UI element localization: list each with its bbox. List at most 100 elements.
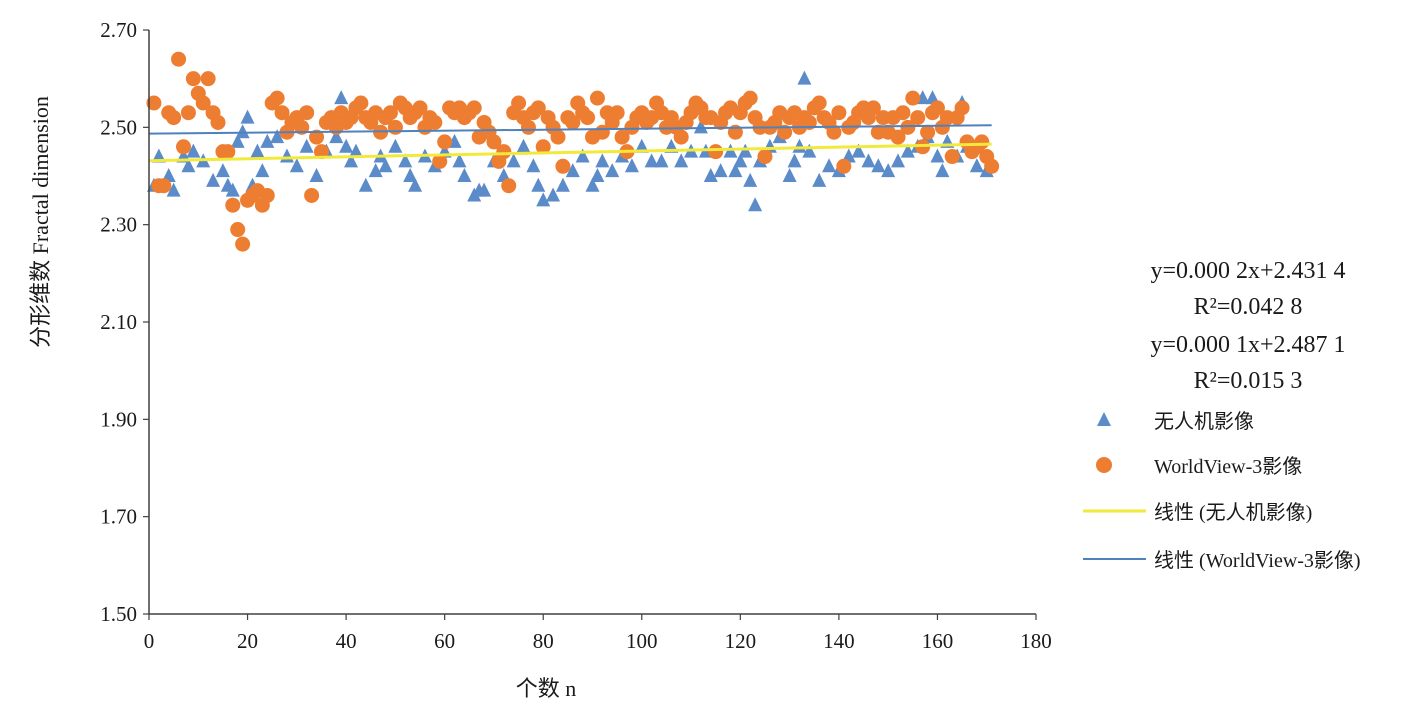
worldview-point — [274, 105, 290, 121]
uav-point — [748, 197, 763, 212]
y-tick-label: 2.30 — [100, 213, 137, 237]
y-axis: 1.50 1.70 1.90 2.10 2.30 2.50 2.70 — [100, 18, 150, 626]
worldview-point — [535, 139, 551, 155]
worldview-point — [269, 90, 285, 106]
uav-point — [930, 148, 945, 163]
y-tick-label: 2.50 — [100, 115, 137, 139]
legend-label-uav: 无人机影像 — [1154, 410, 1254, 433]
worldview-point — [501, 178, 517, 194]
uav-point — [644, 153, 659, 168]
worldview-point — [171, 51, 187, 67]
uav-point — [822, 158, 837, 173]
worldview-point — [309, 129, 325, 145]
uav-point — [585, 177, 600, 192]
worldview-point — [708, 144, 724, 160]
uav-point — [408, 177, 423, 192]
worldview-point — [565, 114, 581, 130]
worldview-point — [313, 144, 329, 160]
uav-point — [230, 133, 245, 148]
worldview-point — [944, 149, 960, 165]
worldview-point — [929, 100, 945, 116]
uav-point — [871, 158, 886, 173]
worldview-point — [580, 110, 596, 126]
uav-point — [891, 153, 906, 168]
worldview-point — [673, 129, 689, 145]
uav-point — [733, 153, 748, 168]
worldview-point — [811, 95, 827, 111]
worldview-point — [550, 129, 566, 145]
uav-point — [674, 153, 689, 168]
uav-point — [348, 143, 363, 158]
worldview-point — [910, 110, 926, 126]
x-tick-label: 20 — [237, 629, 258, 653]
uav-point — [935, 163, 950, 178]
uav-point — [792, 138, 807, 153]
worldview-point — [895, 105, 911, 121]
worldview-point — [589, 90, 605, 106]
x-axis-label: 个数 n — [516, 676, 577, 701]
uav-point — [270, 129, 285, 144]
x-tick-label: 180 — [1020, 629, 1052, 653]
uav-point — [279, 148, 294, 163]
worldview-point — [235, 236, 251, 252]
worldview-point — [831, 105, 847, 121]
uav-point — [452, 153, 467, 168]
uav-point — [358, 177, 373, 192]
uav-point — [255, 163, 270, 178]
uav-point — [240, 109, 255, 124]
uav-point — [526, 158, 541, 173]
worldview-point — [210, 114, 226, 130]
trendline-equation-2: y=0.000 1x+2.487 1 — [1150, 332, 1345, 358]
worldview-point — [520, 119, 536, 135]
worldview-point — [146, 95, 162, 111]
uav-point — [250, 143, 265, 158]
uav-point — [225, 182, 240, 197]
uav-point — [802, 143, 817, 158]
worldview-point — [175, 139, 191, 155]
uav-point — [457, 168, 472, 182]
uav-point — [703, 168, 718, 182]
worldview-point — [826, 124, 842, 140]
worldview-point — [496, 144, 512, 160]
uav-point — [388, 138, 403, 153]
uav-point — [536, 192, 551, 207]
x-tick-label: 40 — [336, 629, 357, 653]
x-tick-label: 60 — [434, 629, 455, 653]
uav-point — [186, 143, 201, 158]
uav-point — [782, 168, 797, 182]
x-tick-label: 100 — [626, 629, 658, 653]
uav-point — [516, 138, 531, 153]
uav-point — [605, 163, 620, 178]
worldview-point — [836, 158, 852, 174]
y-tick-label: 1.90 — [100, 407, 137, 431]
y-tick-label: 1.50 — [100, 602, 137, 626]
legend-label-worldview: WorldView-3影像 — [1154, 455, 1302, 478]
y-axis-label: 分形维数 Fractal dimension — [28, 96, 53, 348]
x-tick-label: 80 — [533, 629, 554, 653]
worldview-point — [412, 100, 428, 116]
uav-point — [595, 153, 610, 168]
uav-point — [378, 158, 393, 173]
worldview-point — [486, 134, 502, 150]
uav-point — [575, 148, 590, 163]
worldview-point — [614, 129, 630, 145]
trendline-r2-1: R²=0.042 8 — [1194, 294, 1303, 320]
uav-point — [260, 133, 275, 148]
uav-point — [206, 172, 221, 187]
worldview-point — [777, 124, 793, 140]
uav-point — [546, 187, 561, 202]
legend-label-trend-uav: 线性 (无人机影像) — [1154, 501, 1312, 524]
uav-point — [299, 138, 314, 153]
worldview-point — [920, 124, 936, 140]
uav-point — [166, 182, 181, 197]
worldview-point — [220, 144, 236, 160]
worldview-point — [609, 105, 625, 121]
worldview-point — [225, 197, 241, 213]
uav-point — [693, 119, 708, 134]
worldview-point — [757, 149, 773, 165]
uav-point — [309, 168, 324, 182]
uav-point — [881, 163, 896, 178]
trendline-uav — [148, 142, 992, 163]
uav-point — [812, 172, 827, 187]
